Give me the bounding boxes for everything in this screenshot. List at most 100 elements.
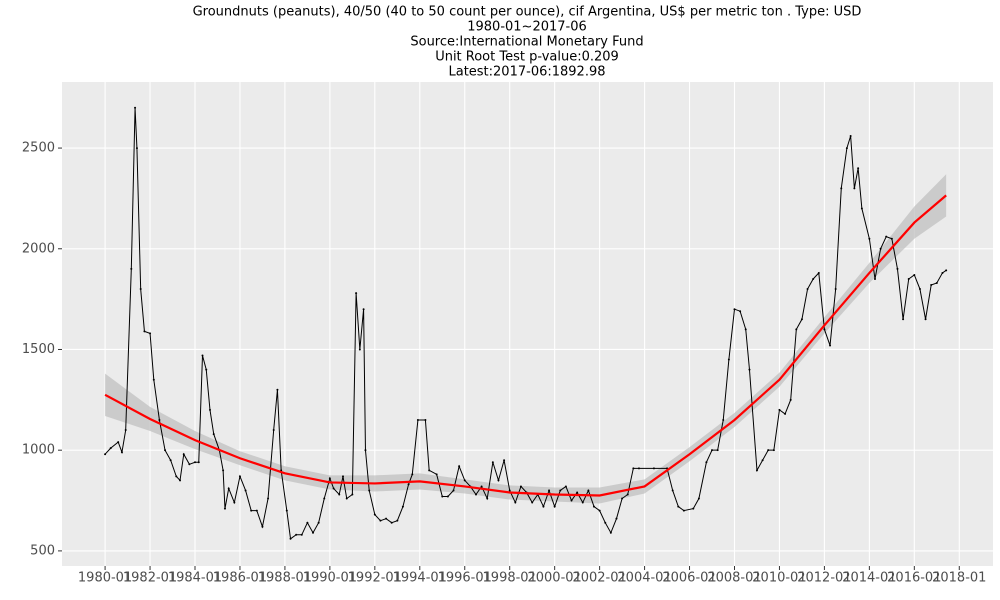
data-point — [158, 418, 161, 421]
data-point — [179, 479, 182, 482]
data-point — [139, 288, 142, 291]
data-point — [317, 521, 320, 524]
data-point — [238, 475, 241, 478]
data-point — [355, 292, 358, 295]
data-point — [390, 521, 393, 524]
data-point — [358, 348, 361, 351]
data-point — [362, 308, 365, 311]
data-point — [570, 499, 573, 502]
data-point — [364, 449, 367, 452]
series-line — [104, 107, 947, 540]
data-point — [873, 277, 876, 280]
data-point — [188, 463, 191, 466]
data-point — [868, 237, 871, 240]
data-point — [907, 277, 910, 280]
data-point — [480, 485, 483, 488]
confidence-band — [105, 174, 947, 504]
y-tick-label: 2000 — [22, 241, 55, 256]
data-point — [945, 269, 948, 272]
data-point — [727, 358, 730, 361]
x-tick-label: 1988-01 — [258, 571, 312, 586]
data-point — [692, 507, 695, 510]
data-point — [879, 247, 882, 250]
data-point — [295, 533, 298, 536]
data-point — [671, 489, 674, 492]
data-point — [615, 517, 618, 520]
data-point — [519, 485, 522, 488]
data-point — [761, 459, 764, 462]
x-tick-label: 1980-01 — [78, 571, 132, 586]
data-point — [739, 310, 742, 313]
data-point — [289, 537, 292, 540]
data-point — [553, 505, 556, 508]
x-tick-label: 2010-01 — [752, 571, 806, 586]
data-point — [902, 318, 905, 321]
y-tick-label: 1000 — [22, 443, 55, 458]
data-point — [755, 469, 758, 472]
data-point — [244, 489, 247, 492]
data-point — [428, 469, 431, 472]
data-point — [564, 485, 567, 488]
data-point — [508, 489, 511, 492]
data-point — [104, 453, 107, 456]
data-point — [130, 267, 133, 270]
data-point — [587, 489, 590, 492]
data-point — [300, 533, 303, 536]
data-point — [223, 507, 226, 510]
data-point — [626, 493, 629, 496]
data-point — [351, 493, 354, 496]
x-tick-label: 2012-01 — [797, 571, 851, 586]
data-point — [463, 479, 466, 482]
data-point — [407, 483, 410, 486]
data-point — [621, 497, 624, 500]
data-point — [323, 497, 326, 500]
data-point — [531, 501, 534, 504]
data-point — [935, 282, 938, 285]
data-point — [416, 418, 419, 421]
data-point — [379, 519, 382, 522]
data-point — [201, 354, 204, 357]
data-point — [514, 501, 517, 504]
data-point — [328, 477, 331, 480]
data-point — [913, 273, 916, 276]
data-point — [169, 459, 172, 462]
data-point — [772, 449, 775, 452]
data-point — [452, 489, 455, 492]
data-point — [559, 489, 562, 492]
data-point — [806, 288, 809, 291]
data-point — [748, 368, 751, 371]
x-tick-label: 1994-01 — [393, 571, 447, 586]
data-point — [795, 328, 798, 331]
x-tick-label: 1986-01 — [213, 571, 267, 586]
data-point — [338, 493, 341, 496]
data-point — [285, 509, 288, 512]
data-point — [276, 388, 279, 391]
data-point — [120, 451, 123, 454]
data-point — [682, 509, 685, 512]
data-point — [134, 106, 137, 109]
data-point — [411, 473, 414, 476]
data-point — [609, 531, 612, 534]
data-point — [812, 277, 815, 280]
data-point — [778, 408, 781, 411]
y-tick-label: 2500 — [22, 141, 55, 156]
data-point — [194, 461, 196, 464]
data-point — [834, 288, 837, 291]
data-point — [733, 308, 736, 311]
data-point — [197, 461, 200, 464]
data-point — [503, 459, 506, 462]
data-point — [491, 461, 494, 464]
x-tick-label: 2004-01 — [617, 571, 671, 586]
data-point — [486, 497, 489, 500]
data-point — [853, 187, 856, 190]
data-point — [435, 473, 438, 476]
data-point — [941, 271, 944, 274]
y-tick-label: 1500 — [22, 342, 55, 357]
data-point — [152, 378, 155, 381]
chart-title: Groundnuts (peanuts), 40/50 (40 to 50 co… — [193, 5, 862, 20]
data-point — [604, 521, 607, 524]
data-point — [261, 525, 264, 528]
data-point — [135, 147, 138, 150]
data-point — [576, 491, 579, 494]
x-tick-label: 1996-01 — [438, 571, 492, 586]
